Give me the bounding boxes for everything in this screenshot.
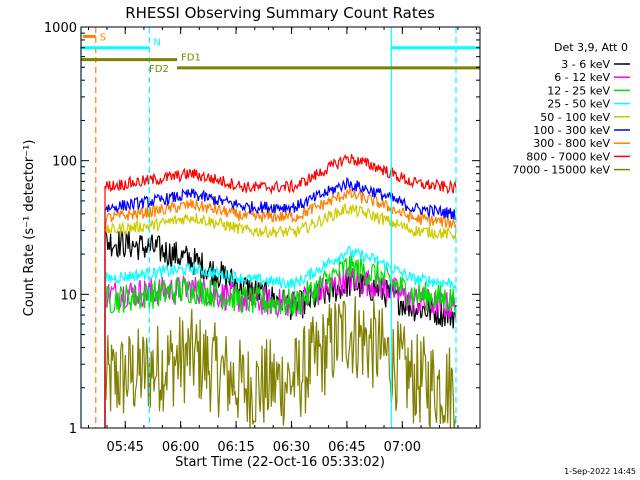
x-tick-label: 06:15 xyxy=(217,440,254,455)
chart-title: RHESSI Observing Summary Count Rates xyxy=(125,4,435,22)
x-tick-label: 06:00 xyxy=(162,440,199,455)
legend-label-5: 100 - 300 keV xyxy=(533,124,610,137)
legend-label-7: 800 - 7000 keV xyxy=(526,150,610,163)
series-line-7 xyxy=(104,153,457,428)
legend-label-3: 25 - 50 keV xyxy=(547,98,610,111)
legend-label-4: 50 - 100 keV xyxy=(540,111,610,124)
annotation-label-1: N xyxy=(153,38,160,49)
y-tick-label: 100 xyxy=(52,155,77,170)
legend-label-0: 3 - 6 keV xyxy=(561,58,610,71)
x-axis-label: Start Time (22-Oct-16 05:33:02) xyxy=(175,455,385,470)
annotation-label-0: S xyxy=(100,32,106,43)
annotation-label-2: FD1 xyxy=(181,53,201,64)
footer-date: 1-Sep-2022 14:45 xyxy=(564,467,636,476)
y-tick-label: 10 xyxy=(60,288,77,303)
y-axis-label: Count Rate (s⁻¹ detector⁻¹) xyxy=(22,140,37,317)
series-line-6 xyxy=(104,186,457,428)
x-tick-label: 06:30 xyxy=(273,440,310,455)
series-line-8 xyxy=(104,296,457,429)
legend-label-6: 300 - 800 keV xyxy=(533,137,610,150)
x-tick-label: 05:45 xyxy=(106,440,143,455)
x-tick-label: 06:45 xyxy=(328,440,365,455)
legend-title: Det 3,9, Att 0 xyxy=(554,41,628,54)
annotation-label-3: FD2 xyxy=(149,64,169,75)
x-tick-label: 07:00 xyxy=(384,440,421,455)
x-axis: 05:45 06:00 06:15 06:30 06:45 07:00 xyxy=(87,27,477,455)
legend-label-2: 12 - 25 keV xyxy=(547,84,610,97)
y-tick-label: 1 xyxy=(69,422,77,437)
legend-label-8: 7000 - 15000 keV xyxy=(512,164,610,177)
plot-frame xyxy=(80,26,481,429)
y-tick-label: 1000 xyxy=(44,21,77,36)
series-line-5 xyxy=(104,177,457,428)
legend-label-1: 6 - 12 keV xyxy=(554,71,610,84)
series-line-4 xyxy=(104,202,457,428)
series-line-3 xyxy=(104,245,457,428)
y-axis: 1 10 100 1000 xyxy=(44,21,480,437)
plot-layer: S N FD1 FD2 xyxy=(80,27,480,429)
series-line-2 xyxy=(104,253,457,428)
